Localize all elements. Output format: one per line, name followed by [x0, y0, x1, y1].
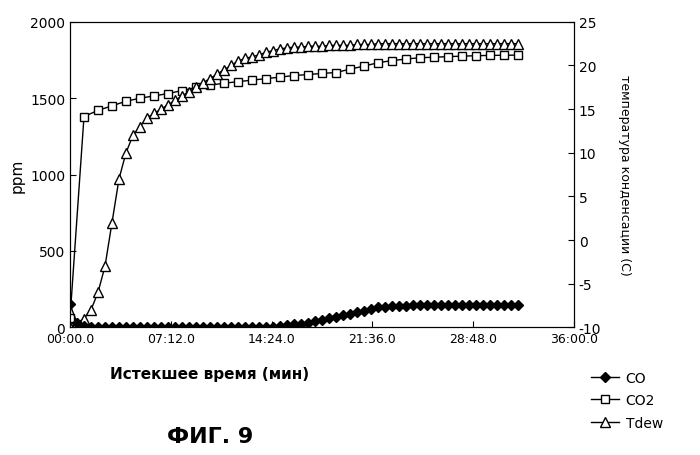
- Y-axis label: температура конденсации (С): температура конденсации (С): [618, 75, 631, 275]
- Text: ФИГ. 9: ФИГ. 9: [167, 426, 253, 446]
- Y-axis label: ppm: ppm: [10, 158, 25, 192]
- Text: Истекшее время (мин): Истекшее время (мин): [111, 366, 309, 381]
- Legend: CO, CO2, Tdew: CO, CO2, Tdew: [591, 371, 663, 430]
